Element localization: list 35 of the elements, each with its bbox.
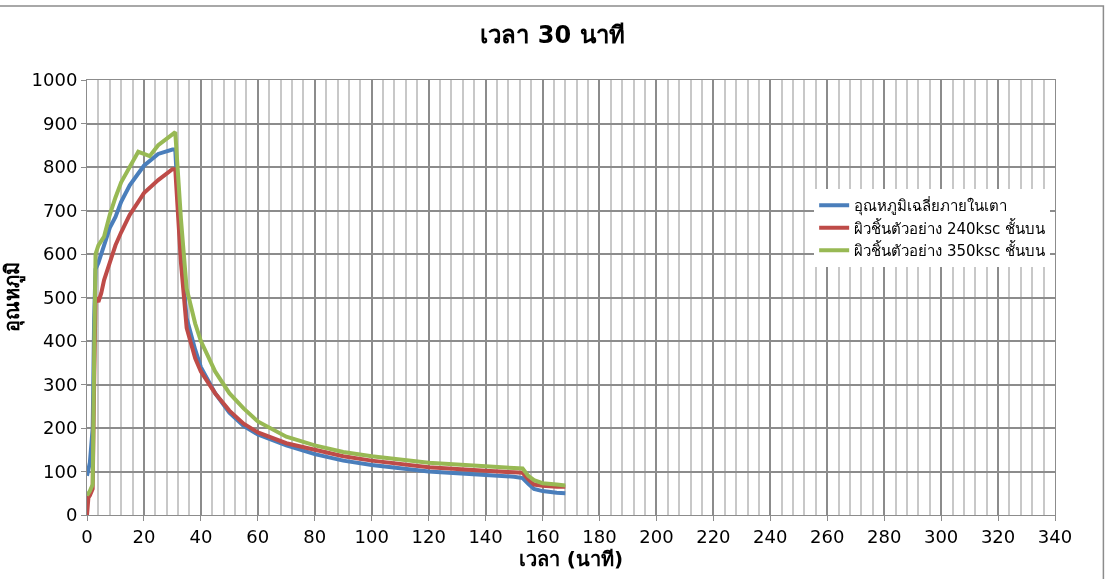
x-tick-label: 40 [189,525,213,547]
chart-title: เวลา 30 นาที [480,20,625,49]
x-tick-label: 340 [1037,525,1073,547]
y-tick-label: 1000 [31,69,78,91]
x-tick-label: 120 [411,525,446,547]
y-tick-label: 800 [43,156,78,178]
x-tick-label: 20 [132,525,156,547]
x-tick-label: 160 [525,525,560,547]
y-tick-label: 700 [43,199,78,221]
legend-label: ผิวชิ้นตัวอย่าง 240ksc ชั้นบน [854,217,1046,238]
x-tick-label: 180 [582,525,617,547]
x-tick-label: 280 [867,525,902,547]
y-tick-label: 0 [65,504,78,526]
x-tick-label: 260 [810,525,845,547]
x-tick-label: 300 [923,525,959,547]
y-axis-title: อุณหภูมิ [0,262,27,333]
x-tick-label: 100 [354,525,389,547]
y-tick-label: 200 [43,417,78,439]
y-tick-label: 900 [43,112,78,134]
x-tick-label: 220 [696,525,731,547]
x-tick-label: 80 [303,525,327,547]
x-tick-label: 320 [980,525,1016,547]
x-tick-label: 240 [753,525,788,547]
x-tick-label: 140 [468,525,503,547]
x-tick-label: 60 [246,525,270,547]
y-tick-label: 100 [43,460,78,482]
legend-label: อุณหภูมิเฉลี่ยภายในเตา [854,195,1008,216]
y-tick-label: 600 [43,243,78,265]
y-tick-label: 300 [43,373,78,395]
x-axis-title: เวลา (นาที) [518,547,624,572]
y-tick-label: 400 [43,330,78,352]
y-tick-label: 500 [43,286,78,308]
legend-label: ผิวชิ้นตัวอย่าง 350ksc ชั้นบน [854,240,1046,260]
x-tick-label: 0 [81,525,93,547]
x-tick-label: 200 [639,525,674,547]
